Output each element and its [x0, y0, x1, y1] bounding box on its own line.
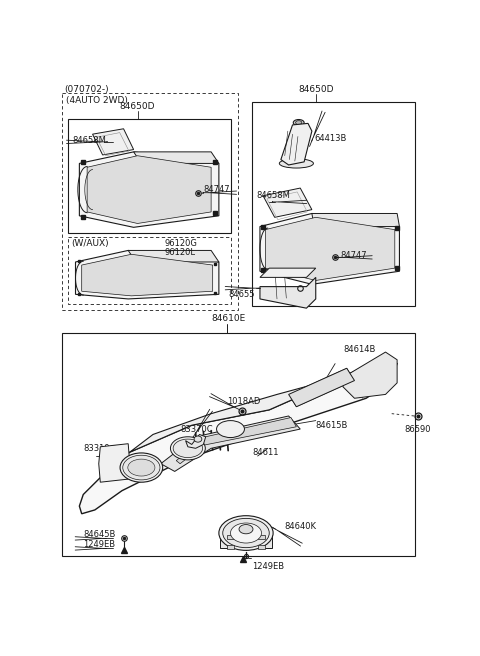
Polygon shape [133, 152, 219, 163]
Text: 84645B: 84645B [83, 530, 116, 539]
Bar [258, 544, 265, 549]
Text: 64413B: 64413B [314, 134, 347, 143]
Ellipse shape [216, 420, 244, 438]
Text: 83370C: 83370C [180, 426, 213, 434]
Ellipse shape [279, 159, 313, 168]
Text: 84614B: 84614B [343, 345, 375, 354]
Text: 96120L: 96120L [165, 248, 196, 257]
Ellipse shape [173, 439, 203, 458]
Text: 1249EB: 1249EB [252, 562, 284, 571]
Ellipse shape [120, 453, 163, 482]
Bar [62, 92, 238, 310]
Text: (4AUTO 2WD): (4AUTO 2WD) [66, 96, 128, 105]
Text: 96120G: 96120G [165, 239, 197, 248]
Ellipse shape [128, 459, 155, 476]
Polygon shape [260, 277, 316, 308]
Text: 84658M: 84658M [72, 136, 106, 146]
Polygon shape [343, 352, 397, 398]
Polygon shape [93, 129, 133, 155]
Polygon shape [161, 416, 300, 472]
Ellipse shape [293, 119, 304, 126]
Polygon shape [265, 217, 395, 281]
Polygon shape [281, 123, 312, 165]
Text: 84615B: 84615B [316, 421, 348, 430]
Ellipse shape [223, 518, 269, 548]
Ellipse shape [194, 436, 202, 442]
Bar [62, 333, 415, 556]
Text: 84640K: 84640K [285, 522, 317, 531]
Text: 86590: 86590 [405, 425, 432, 434]
Bar [227, 544, 234, 549]
Text: 84650D: 84650D [120, 102, 155, 111]
Ellipse shape [187, 252, 193, 256]
Text: 84658M: 84658M [256, 192, 290, 200]
Polygon shape [82, 255, 213, 296]
Polygon shape [263, 188, 312, 217]
Text: (W/AUX): (W/AUX) [71, 239, 108, 248]
Text: 84747: 84747 [204, 185, 230, 194]
Ellipse shape [123, 455, 160, 480]
Text: 1249EB: 1249EB [83, 540, 115, 549]
Text: 84747: 84747 [340, 251, 367, 260]
Text: 84650D: 84650D [298, 85, 334, 94]
Ellipse shape [219, 516, 273, 550]
Bar [68, 119, 230, 233]
Polygon shape [128, 251, 219, 262]
Polygon shape [312, 213, 399, 226]
Polygon shape [87, 155, 211, 224]
Bar [258, 535, 265, 539]
Text: 84655: 84655 [229, 290, 255, 299]
Ellipse shape [239, 525, 253, 534]
Polygon shape [260, 213, 399, 284]
Polygon shape [186, 434, 206, 448]
Text: 83319: 83319 [83, 445, 110, 453]
Text: 84611: 84611 [252, 448, 279, 457]
Ellipse shape [230, 523, 262, 543]
Text: 84610E: 84610E [211, 314, 245, 323]
Polygon shape [260, 268, 316, 277]
Ellipse shape [185, 251, 196, 258]
Text: 1018AD: 1018AD [227, 397, 260, 406]
Bar [227, 535, 234, 539]
Polygon shape [220, 533, 272, 548]
Polygon shape [79, 152, 219, 228]
Bar [68, 237, 230, 304]
Polygon shape [176, 417, 296, 464]
Polygon shape [130, 356, 397, 452]
Text: (070702-): (070702-) [64, 85, 108, 94]
Polygon shape [79, 356, 397, 514]
Polygon shape [99, 443, 130, 482]
Polygon shape [288, 368, 355, 407]
Ellipse shape [170, 437, 205, 460]
Bar [252, 102, 415, 306]
Ellipse shape [296, 121, 302, 125]
Polygon shape [75, 251, 219, 299]
